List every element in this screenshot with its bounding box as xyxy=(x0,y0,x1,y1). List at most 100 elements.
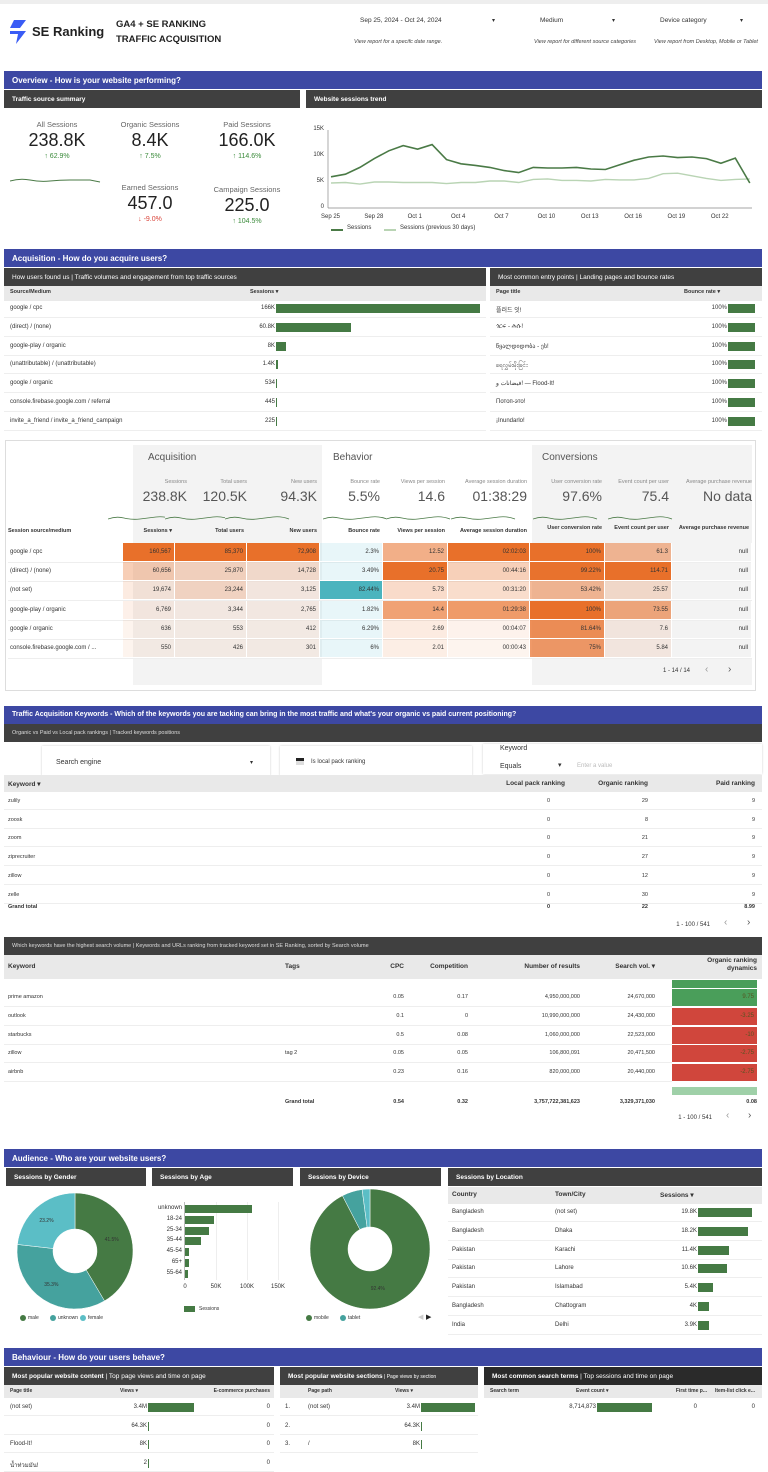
column-header: First time p... xyxy=(675,1388,707,1394)
prev-page-icon[interactable]: ‹ xyxy=(724,917,728,928)
purchases-value: 0 xyxy=(266,1441,270,1448)
column-header: Average session duration xyxy=(459,528,527,534)
header-title: Most popular website sections xyxy=(288,1373,383,1380)
keyword: airbnb xyxy=(8,1069,24,1076)
country: Bangladesh xyxy=(452,1209,484,1215)
heatmap-cell: 61.3 xyxy=(605,543,672,562)
row-divider xyxy=(490,429,762,431)
page-title: ¡Inundarlo! xyxy=(496,417,525,424)
metric-label: Views per session xyxy=(400,479,445,485)
volume-table-header xyxy=(4,955,762,979)
keyword: zoosk xyxy=(8,816,23,823)
row-divider xyxy=(4,1452,274,1454)
sessions-bar xyxy=(698,1283,713,1293)
page-title: ရေလွှမ်းမိုးခြင်း xyxy=(496,363,528,370)
slice-female[interactable] xyxy=(17,1192,76,1249)
ranking-value: 9 xyxy=(751,798,755,804)
row-divider xyxy=(4,1024,672,1026)
keyword-value-input[interactable]: Enter a value xyxy=(577,763,613,769)
age-bar xyxy=(185,1248,189,1257)
metric-value: No data xyxy=(702,488,752,504)
x-tick-label: Sep 25 xyxy=(321,214,341,220)
prev-page-icon[interactable]: ‹ xyxy=(705,664,709,675)
metric-value: 97.6% xyxy=(562,488,602,504)
legend-label: Sessions xyxy=(199,1306,220,1312)
keyword: ziprecruiter xyxy=(8,854,36,861)
filter-dropdown-0[interactable]: Sep 25, 2024 - Oct 24, 2024 xyxy=(360,17,442,24)
kpi-change-value: 114.6% xyxy=(238,153,262,160)
metric-label: Event count per user xyxy=(618,479,669,485)
country: Pakistan xyxy=(452,1246,476,1253)
views-value: 3.4M xyxy=(133,1404,147,1410)
row-divider xyxy=(4,1433,274,1435)
kpi-value: 457.0 xyxy=(127,193,173,213)
metric-value: 0.1 xyxy=(396,1012,404,1019)
pagination-label: 1 - 100 / 541 xyxy=(676,922,710,928)
age-axis xyxy=(184,1202,185,1280)
legend-label: Sessions xyxy=(347,225,372,231)
ranking-value: 0 xyxy=(546,798,550,804)
bounce-rate-bar xyxy=(728,322,755,332)
metric-label: Sessions xyxy=(164,479,187,485)
next-page-icon[interactable]: › xyxy=(728,664,732,675)
chevron-down-icon[interactable]: ▾ xyxy=(250,760,254,766)
legend-next-icon[interactable]: ▶ xyxy=(426,1314,432,1321)
local-pack-filter[interactable] xyxy=(280,746,472,776)
heatmap-cell: 82.44% xyxy=(320,581,383,601)
slice-unknown[interactable] xyxy=(16,1244,105,1310)
next-page-icon[interactable]: › xyxy=(747,917,751,928)
slice-male[interactable] xyxy=(74,1192,134,1302)
filter-dropdown-1[interactable]: Medium xyxy=(540,17,564,24)
metric-label: New users xyxy=(291,479,317,485)
keywords-table-header xyxy=(4,775,762,792)
heatmap-cell: 636 xyxy=(123,619,175,639)
y-tick-label: 15K xyxy=(313,126,324,132)
location-table-header xyxy=(448,1187,762,1204)
slice-label: 41.5% xyxy=(104,1237,119,1244)
ranking-value: 0 xyxy=(546,854,550,861)
grand-total-value: 8.99 xyxy=(744,904,755,910)
row-divider xyxy=(4,392,486,394)
prev-page-icon[interactable]: ‹ xyxy=(726,1110,730,1121)
content-header: Most popular website content | Top page … xyxy=(4,1367,274,1385)
header-subtitle: | Top page views and time on page xyxy=(103,1373,206,1380)
slice-mobile[interactable] xyxy=(309,1188,431,1310)
heatmap-cell: 3,125 xyxy=(247,581,320,601)
legend-prev-icon[interactable]: ◀ xyxy=(418,1314,424,1321)
row-number: 2. xyxy=(285,1422,291,1429)
filter-dropdown-2[interactable]: Device category xyxy=(660,17,707,24)
next-page-icon[interactable]: › xyxy=(748,1110,752,1121)
sessions-trend-header: Website sessions trend xyxy=(306,90,762,108)
metric-label: User conversion rate xyxy=(551,479,602,485)
column-header[interactable]: Sessions ▾ xyxy=(143,528,172,534)
age-bar xyxy=(185,1226,209,1235)
entry-points-header: Most common entry points | Landing pages… xyxy=(490,268,762,286)
column-header: Bounce rate xyxy=(348,528,380,534)
row-divider xyxy=(8,658,752,659)
heatmap-cell: 100% xyxy=(530,600,605,620)
slice-other[interactable] xyxy=(361,1188,371,1228)
dynamics-cell: 9.75 xyxy=(672,989,757,1006)
kpi-value: 238.8K xyxy=(28,130,86,150)
chevron-down-icon[interactable]: ▾ xyxy=(740,18,744,24)
bounce-rate-bar xyxy=(728,360,755,370)
operator-dropdown-icon[interactable]: ▾ xyxy=(558,762,562,769)
heatmap-cell: 00:31:20 xyxy=(448,581,530,601)
page-title: น้ำท่วมมัน! xyxy=(10,1462,39,1469)
checkbox-icon[interactable] xyxy=(296,758,304,765)
chevron-down-icon[interactable]: ▾ xyxy=(492,18,496,24)
legend-label: Sessions (previous 30 days) xyxy=(400,225,476,231)
filter-hint: View report for a specifc date range. xyxy=(354,39,443,45)
row-divider xyxy=(4,1081,672,1083)
audience-banner: Audience - Who are your website users? xyxy=(4,1149,762,1167)
heatmap-cell: 5.73 xyxy=(383,581,448,601)
row-divider xyxy=(4,317,486,318)
grand-total-value: 3,329,371,030 xyxy=(619,1099,655,1105)
metric-value: 10,990,000,000 xyxy=(541,1012,580,1019)
chevron-down-icon[interactable]: ▾ xyxy=(612,18,616,24)
bounce-rate-value: 100% xyxy=(711,380,727,387)
heatmap-cell: 6% xyxy=(320,639,383,658)
row-divider xyxy=(280,1433,478,1435)
legend-label: unknown xyxy=(58,1315,79,1321)
column-header: E-commerce purchases xyxy=(213,1388,270,1394)
